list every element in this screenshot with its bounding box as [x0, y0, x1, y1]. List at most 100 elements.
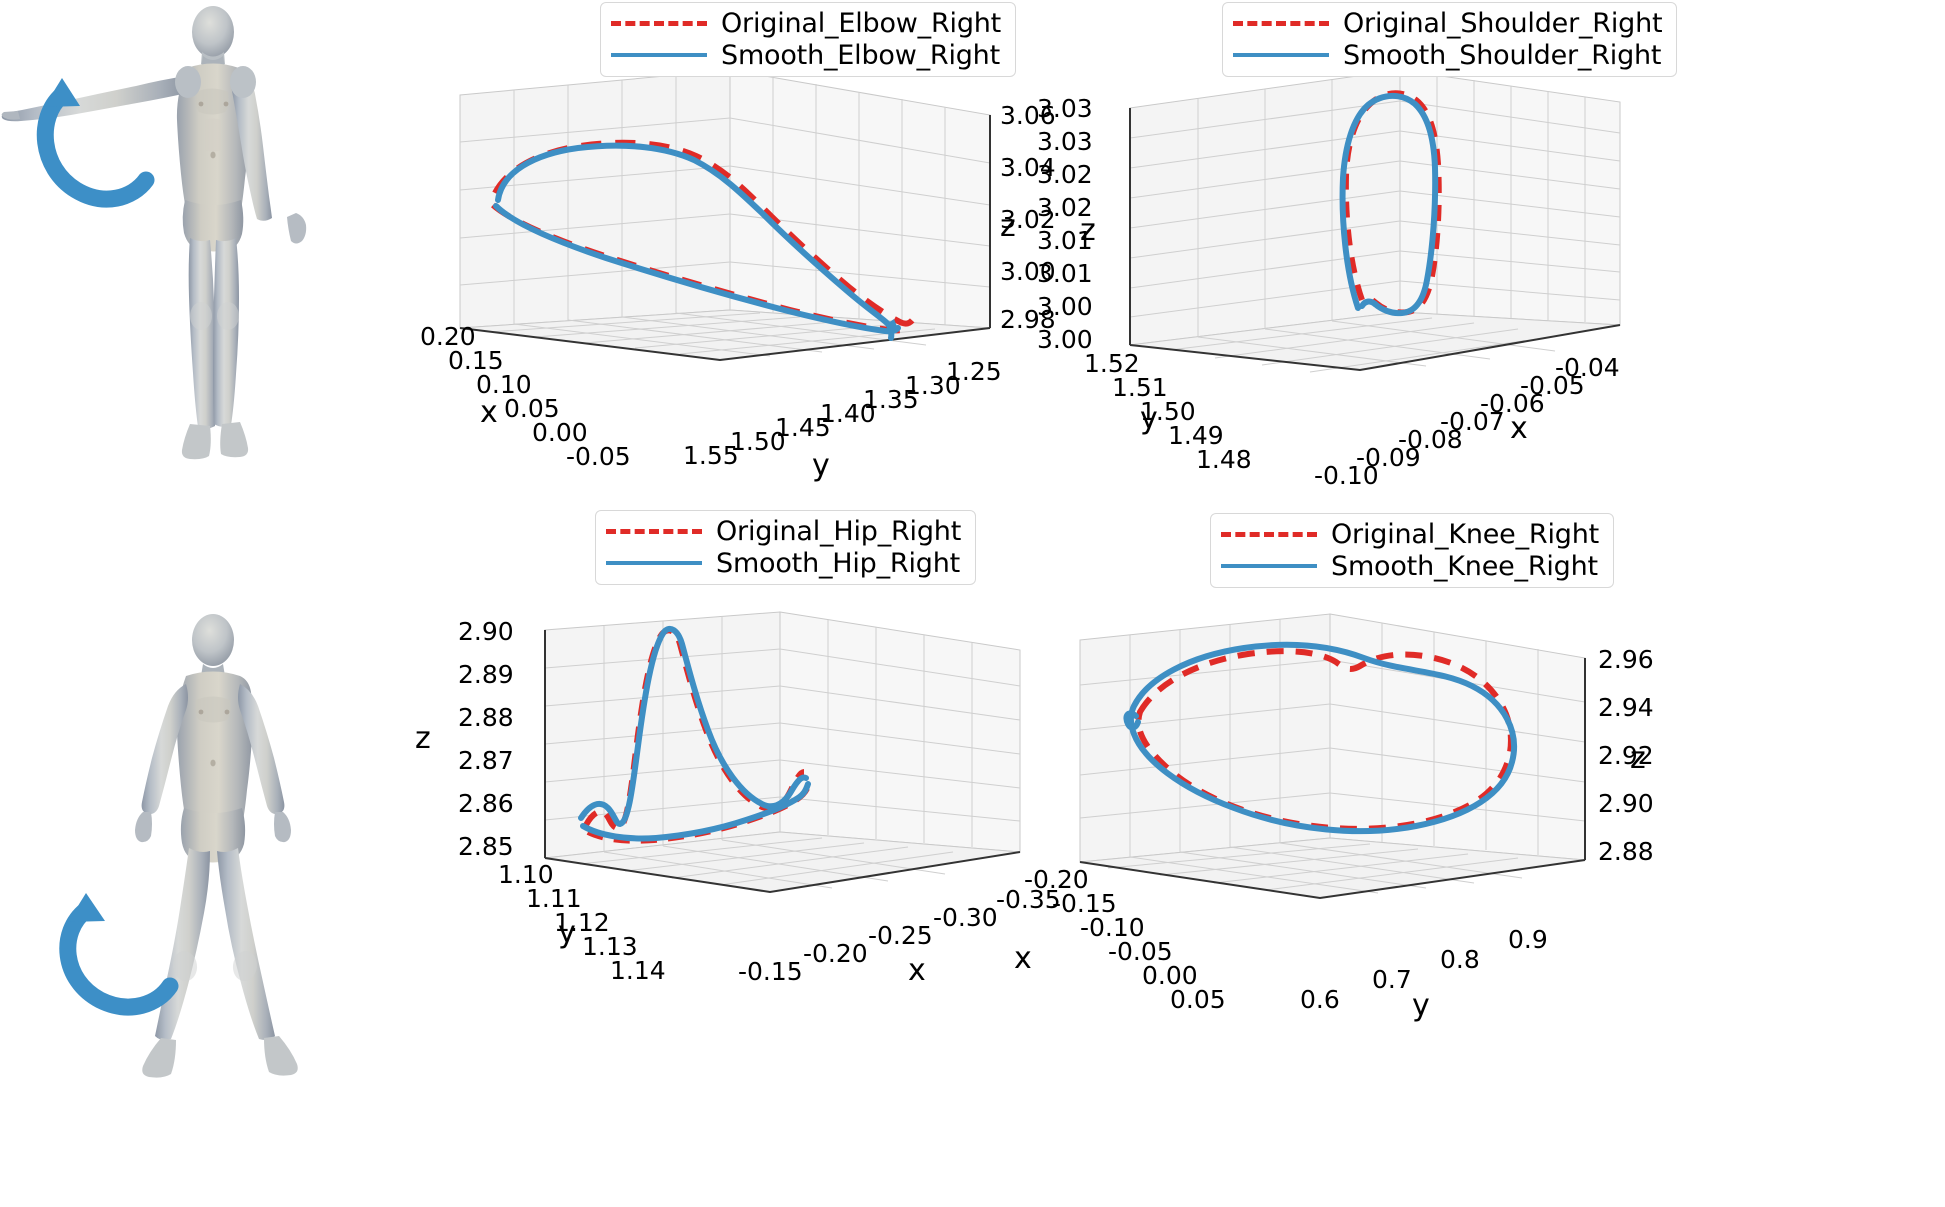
- svg-text:-0.07: -0.07: [1440, 407, 1505, 436]
- x-axis-label: x: [1014, 941, 1032, 976]
- x-axis-label: x: [480, 395, 498, 430]
- svg-text:3.06: 3.06: [1000, 101, 1056, 130]
- z-axis-label: z: [1630, 741, 1646, 776]
- svg-text:3.02: 3.02: [1037, 193, 1093, 222]
- svg-text:2.90: 2.90: [1598, 789, 1654, 818]
- svg-text:1.40: 1.40: [820, 399, 876, 428]
- legend-label-original: Original_Hip_Right: [716, 516, 962, 547]
- svg-text:2.85: 2.85: [458, 832, 514, 861]
- svg-text:1.14: 1.14: [610, 956, 666, 985]
- grid-back: [729, 77, 991, 325]
- svg-text:1.11: 1.11: [526, 884, 582, 913]
- plot-shoulder-right: 3.03 3.03 3.02 3.02 3.01 3.01 3.00 3.00 …: [1000, 60, 1640, 490]
- legend-shoulder: Original_Shoulder_Right Smooth_Shoulder_…: [1222, 2, 1678, 78]
- grid-left: [544, 616, 781, 852]
- svg-text:2.96: 2.96: [1598, 645, 1654, 674]
- svg-text:0.9: 0.9: [1508, 925, 1548, 954]
- svg-text:0.20: 0.20: [420, 322, 476, 351]
- svg-text:1.35: 1.35: [863, 385, 919, 414]
- legend-row-smooth: Smooth_Elbow_Right: [611, 39, 1001, 71]
- z-tick-labels: 3.03 3.03 3.02 3.02 3.01 3.01 3.00 3.00: [1037, 94, 1093, 354]
- svg-text:-0.10: -0.10: [1314, 461, 1379, 490]
- svg-text:0.10: 0.10: [476, 370, 532, 399]
- legend-row-original: Original_Knee_Right: [1221, 521, 1599, 549]
- rotation-arrow-icon: [59, 893, 179, 1016]
- svg-text:0.05: 0.05: [504, 394, 560, 423]
- svg-text:3.02: 3.02: [1000, 205, 1056, 234]
- svg-text:3.04: 3.04: [1000, 153, 1056, 182]
- svg-text:0.00: 0.00: [532, 418, 588, 447]
- svg-text:0.15: 0.15: [448, 346, 504, 375]
- svg-text:-0.15: -0.15: [738, 957, 803, 986]
- legend-swatch-solid-icon: [1221, 564, 1317, 569]
- z-tick-labels: 2.96 2.94 2.92 2.90 2.88: [1598, 645, 1654, 866]
- legend-label-smooth: Smooth_Elbow_Right: [721, 39, 1000, 71]
- leg-rotation-body: [0, 600, 440, 1200]
- legend-label-smooth: Smooth_Knee_Right: [1331, 550, 1598, 582]
- pane-back: [1329, 613, 1586, 861]
- legend-swatch-solid-icon: [1233, 53, 1329, 58]
- svg-text:-0.20: -0.20: [803, 939, 868, 968]
- svg-text:2.98: 2.98: [1000, 305, 1056, 334]
- z-axis-label: z: [1000, 209, 1016, 244]
- svg-text:-0.30: -0.30: [933, 903, 998, 932]
- series-smooth: [1339, 92, 1439, 317]
- y-axis-label: y: [1412, 988, 1430, 1023]
- svg-text:-0.05: -0.05: [566, 442, 631, 471]
- svg-text:1.48: 1.48: [1196, 445, 1252, 474]
- svg-text:0.05: 0.05: [1170, 985, 1226, 1014]
- axis-floor-edges: [544, 851, 1021, 894]
- grid-left: [459, 75, 731, 324]
- legend-swatch-solid-icon: [611, 53, 707, 58]
- grid-back: [779, 620, 1021, 847]
- y-axis-label: y: [1140, 401, 1158, 436]
- x-tick-labels: 0.20 0.15 0.10 0.05 0.00 -0.05: [420, 322, 631, 471]
- y-axis-label: y: [558, 915, 576, 950]
- svg-text:1.12: 1.12: [554, 908, 610, 937]
- rotation-arrow-icon: [36, 78, 155, 208]
- svg-text:1.50: 1.50: [730, 427, 786, 456]
- svg-text:3.03: 3.03: [1037, 127, 1093, 156]
- series-smooth-return: [493, 203, 901, 335]
- legend-label-original: Original_Knee_Right: [1331, 519, 1599, 550]
- svg-text:2.88: 2.88: [458, 703, 514, 732]
- svg-text:2.88: 2.88: [1598, 837, 1654, 866]
- svg-text:1.55: 1.55: [683, 441, 739, 470]
- svg-text:3.00: 3.00: [1000, 257, 1056, 286]
- z-tick-labels: 3.06 3.04 3.02 3.00 2.98: [1000, 101, 1056, 334]
- axis-floor-edges: [459, 327, 991, 362]
- svg-text:1.50: 1.50: [1140, 397, 1196, 426]
- legend-swatch-dashed-icon: [1221, 532, 1317, 538]
- svg-text:2.90: 2.90: [458, 617, 514, 646]
- svg-text:2.86: 2.86: [458, 789, 514, 818]
- legend-label-smooth: Smooth_Hip_Right: [716, 547, 961, 579]
- pane-back: [779, 611, 1021, 853]
- svg-text:1.10: 1.10: [498, 860, 554, 889]
- svg-text:0.8: 0.8: [1440, 945, 1480, 974]
- arm-rotation-body: [0, 0, 440, 480]
- z-tick-labels: 2.90 2.89 2.88 2.87 2.86 2.85: [458, 617, 514, 861]
- svg-text:0.00: 0.00: [1142, 961, 1198, 990]
- axis-floor-edges: [1079, 859, 1586, 900]
- svg-text:-0.20: -0.20: [1024, 865, 1089, 894]
- svg-text:1.51: 1.51: [1112, 373, 1168, 402]
- svg-text:1.13: 1.13: [582, 932, 638, 961]
- svg-text:3.02: 3.02: [1037, 160, 1093, 189]
- series-smooth-tail: [1123, 710, 1141, 731]
- legend-elbow: Original_Elbow_Right Smooth_Elbow_Right: [600, 2, 1017, 78]
- body-mesh-leg: [59, 614, 298, 1078]
- legend-swatch-solid-icon: [606, 561, 702, 566]
- series-smooth: [1128, 641, 1518, 835]
- legend-swatch-dashed-icon: [606, 529, 702, 535]
- svg-text:-0.05: -0.05: [1520, 371, 1585, 400]
- legend-row-smooth: Smooth_Shoulder_Right: [1233, 39, 1662, 71]
- svg-text:2.92: 2.92: [1598, 741, 1654, 770]
- svg-text:-0.08: -0.08: [1398, 425, 1463, 454]
- legend-label-smooth: Smooth_Shoulder_Right: [1343, 39, 1662, 71]
- legend-row-original: Original_Hip_Right: [606, 518, 961, 546]
- legend-label-original: Original_Shoulder_Right: [1343, 8, 1663, 39]
- svg-text:3.00: 3.00: [1037, 325, 1093, 354]
- legend-label-original: Original_Elbow_Right: [721, 8, 1002, 39]
- svg-text:0.6: 0.6: [1300, 985, 1340, 1014]
